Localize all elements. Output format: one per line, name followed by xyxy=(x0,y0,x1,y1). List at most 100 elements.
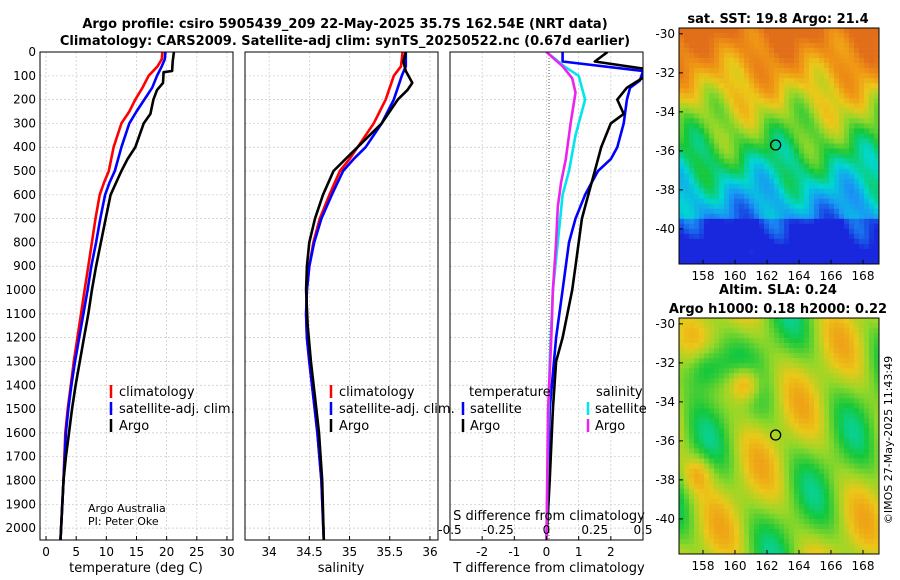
map-cell xyxy=(809,218,815,225)
map-cell xyxy=(864,363,870,369)
map-cell xyxy=(719,538,725,545)
map-cell xyxy=(814,498,820,505)
map-cell xyxy=(834,373,840,379)
map-cell xyxy=(719,103,725,109)
map-cell xyxy=(744,228,750,235)
map-cell xyxy=(869,128,875,134)
map-cell xyxy=(849,393,855,399)
map-cell xyxy=(754,543,760,550)
map-cell xyxy=(679,483,685,490)
map-cell xyxy=(814,353,820,359)
map-cell xyxy=(774,103,780,109)
map-cell xyxy=(799,328,805,334)
map-cell xyxy=(744,328,750,334)
map-cell xyxy=(744,48,750,54)
map-cell xyxy=(744,518,750,525)
map-cell xyxy=(794,358,800,364)
map-cell xyxy=(749,368,755,374)
map-cell xyxy=(719,68,725,74)
map-cell xyxy=(814,418,820,424)
map-cell xyxy=(804,228,810,235)
sla-map-panel: Altim. SLA: 0.24 Argo h1000: 0.18 h2000:… xyxy=(655,283,887,573)
map-cell xyxy=(714,473,720,479)
map-cell xyxy=(759,233,765,240)
map-cell xyxy=(834,443,840,449)
map-cell xyxy=(854,28,860,34)
map-cell xyxy=(729,493,735,500)
map-cell xyxy=(739,113,745,119)
map-cell xyxy=(834,68,840,74)
map-cell xyxy=(804,483,810,490)
map-cell xyxy=(839,413,845,419)
map-cell xyxy=(764,58,770,64)
map-cell xyxy=(679,108,685,114)
map-cell xyxy=(679,518,685,525)
map-cell xyxy=(679,173,685,179)
map-cell xyxy=(874,378,879,384)
map-cell xyxy=(839,33,845,39)
map-cell xyxy=(749,233,755,240)
map-cell xyxy=(734,193,740,200)
map-cell xyxy=(834,428,840,434)
depth-tick-label: 1200 xyxy=(5,331,36,345)
map-cell xyxy=(684,73,690,79)
map-cell xyxy=(834,208,840,215)
map-cell xyxy=(804,318,810,324)
map-cell xyxy=(784,478,790,484)
map-cell xyxy=(724,148,730,154)
map-cell xyxy=(734,168,740,174)
map-cell xyxy=(839,28,845,34)
map-cell xyxy=(794,138,800,144)
map-cell xyxy=(779,233,785,240)
map-cell xyxy=(699,383,705,389)
map-cell xyxy=(689,418,695,424)
map-cell xyxy=(859,483,865,490)
map-cell xyxy=(729,403,735,409)
map-cell xyxy=(764,503,770,510)
map-cell xyxy=(709,493,715,500)
map-cell xyxy=(764,228,770,235)
map-cell xyxy=(699,453,705,459)
map-cell xyxy=(719,113,725,119)
map-cell xyxy=(719,318,725,324)
map-cell xyxy=(829,348,835,354)
map-cell xyxy=(859,238,865,245)
map-cell xyxy=(749,518,755,525)
map-cell xyxy=(704,258,710,264)
map-cell xyxy=(689,443,695,449)
map-cell xyxy=(869,213,875,220)
map-cell xyxy=(699,373,705,379)
map-cell xyxy=(804,203,810,210)
map-cell xyxy=(814,113,820,119)
map-cell xyxy=(779,43,785,49)
map-cell xyxy=(724,528,730,535)
map-cell xyxy=(834,248,840,255)
map-cell xyxy=(739,148,745,154)
map-cell xyxy=(699,203,705,210)
map-cell xyxy=(784,143,790,149)
map-cell xyxy=(834,548,840,554)
map-cell xyxy=(809,193,815,200)
map-cell xyxy=(804,488,810,495)
map-cell xyxy=(804,223,810,230)
map-cell xyxy=(679,358,685,364)
temperature-panel: 0 5 10 15 20 25 30 010020030040050060070080090… xyxy=(5,45,234,576)
map-cell xyxy=(749,358,755,364)
map-cell xyxy=(714,163,720,169)
map-cell xyxy=(824,428,830,434)
map-cell xyxy=(759,73,765,79)
map-cell xyxy=(764,513,770,520)
map-cell xyxy=(704,348,710,354)
map-cell xyxy=(794,183,800,189)
map-cell xyxy=(864,63,870,69)
map-cell xyxy=(689,348,695,354)
map-cell xyxy=(709,418,715,424)
map-cell xyxy=(689,328,695,334)
map-cell xyxy=(694,453,700,459)
map-cell xyxy=(819,253,825,260)
map-cell xyxy=(784,218,790,225)
map-cell xyxy=(839,108,845,114)
map-cell xyxy=(704,188,710,194)
map-cell xyxy=(874,453,879,459)
map-cell xyxy=(744,528,750,535)
